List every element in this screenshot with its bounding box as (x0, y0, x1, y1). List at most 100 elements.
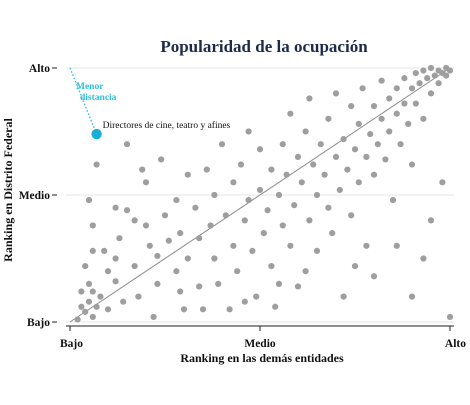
data-point-25 (131, 263, 138, 270)
data-point-11 (89, 247, 96, 254)
data-point-55 (222, 212, 229, 219)
data-point-67 (256, 146, 264, 153)
data-point-49 (203, 166, 210, 173)
data-point-30 (146, 242, 153, 249)
data-point-133 (427, 64, 435, 72)
data-point-12 (85, 196, 93, 204)
data-point-5 (85, 298, 93, 305)
data-point-22 (123, 207, 131, 214)
data-point-45 (192, 204, 199, 211)
data-point-94 (332, 153, 340, 160)
data-point-129 (420, 115, 427, 122)
data-point-62 (245, 196, 252, 204)
data-point-0 (74, 316, 81, 323)
data-point-72 (272, 303, 279, 310)
data-point-38 (173, 196, 180, 204)
data-point-53 (215, 280, 222, 287)
data-point-127 (412, 100, 419, 107)
highlight-label: Directores de cine, teatro y afines (103, 120, 231, 131)
data-point-130 (420, 67, 427, 74)
data-point-91 (325, 115, 332, 122)
data-point-92 (325, 204, 332, 211)
data-point-123 (405, 120, 412, 127)
data-point-57 (230, 242, 237, 249)
highlight-point (91, 128, 102, 140)
data-point-109 (370, 103, 378, 110)
data-point-119 (393, 110, 400, 117)
data-point-86 (310, 161, 317, 168)
data-point-88 (313, 247, 321, 254)
data-point-95 (332, 90, 340, 97)
data-point-126 (412, 69, 419, 77)
x-tick-label-2: Alto (445, 338, 466, 350)
data-point-79 (291, 202, 298, 209)
data-point-9 (97, 293, 104, 300)
x-axis-label: Ranking en las demás entidades (180, 351, 344, 365)
data-point-151 (241, 298, 248, 305)
data-point-139 (443, 72, 450, 79)
data-point-143 (408, 293, 416, 300)
data-point-61 (241, 217, 248, 224)
data-point-103 (355, 120, 362, 127)
data-point-3 (78, 288, 85, 295)
data-point-75 (279, 222, 286, 229)
data-point-101 (348, 212, 355, 219)
data-point-98 (340, 293, 347, 300)
data-point-113 (378, 115, 385, 122)
data-point-27 (131, 217, 138, 224)
data-point-63 (245, 128, 252, 135)
data-point-52 (211, 191, 218, 199)
data-point-124 (408, 85, 416, 92)
data-point-140 (446, 67, 454, 74)
data-point-68 (260, 230, 267, 237)
data-point-85 (306, 95, 313, 102)
data-point-77 (287, 242, 294, 249)
data-point-29 (139, 166, 146, 173)
data-point-51 (211, 255, 218, 262)
diagonal-line (69, 67, 451, 323)
data-point-128 (416, 80, 423, 87)
data-point-43 (184, 171, 191, 178)
chart-title: Popularidad de la ocupación (160, 37, 368, 56)
annotation: Menor distancia (69, 67, 117, 135)
data-point-1 (78, 303, 85, 310)
data-point-41 (180, 306, 188, 313)
data-point-74 (279, 141, 286, 148)
data-point-14 (93, 161, 100, 168)
x-tick-label-0: Bajo (60, 338, 83, 350)
data-point-115 (386, 95, 393, 102)
data-point-107 (363, 242, 370, 249)
data-point-33 (154, 280, 161, 287)
y-tick-labels: Bajo Medio Alto (19, 63, 57, 329)
annotation-text-line1: Menor (76, 82, 104, 92)
data-point-87 (313, 191, 321, 199)
data-point-125 (408, 161, 416, 168)
data-point-21 (116, 235, 123, 242)
data-point-148 (351, 263, 359, 270)
data-point-71 (268, 166, 275, 173)
data-point-8 (89, 288, 96, 295)
data-point-46 (196, 283, 203, 290)
data-point-2 (82, 308, 89, 315)
data-point-65 (253, 293, 260, 300)
data-point-60 (237, 161, 245, 168)
y-tick-label-2: Alto (29, 63, 50, 75)
data-point-4 (85, 280, 93, 287)
data-point-6 (89, 313, 96, 321)
data-point-100 (348, 103, 355, 110)
data-points (74, 64, 454, 323)
data-point-35 (161, 212, 169, 219)
data-point-111 (374, 141, 381, 148)
data-point-56 (226, 306, 233, 313)
data-point-131 (424, 75, 431, 82)
data-point-40 (177, 288, 184, 295)
data-point-149 (302, 268, 309, 275)
data-point-142 (427, 217, 435, 224)
data-point-10 (82, 263, 89, 270)
data-point-121 (401, 75, 408, 82)
data-point-20 (120, 298, 127, 305)
data-point-48 (196, 235, 203, 242)
data-point-114 (382, 156, 389, 163)
data-point-78 (287, 110, 294, 117)
y-tick-label-0: Bajo (27, 317, 50, 329)
